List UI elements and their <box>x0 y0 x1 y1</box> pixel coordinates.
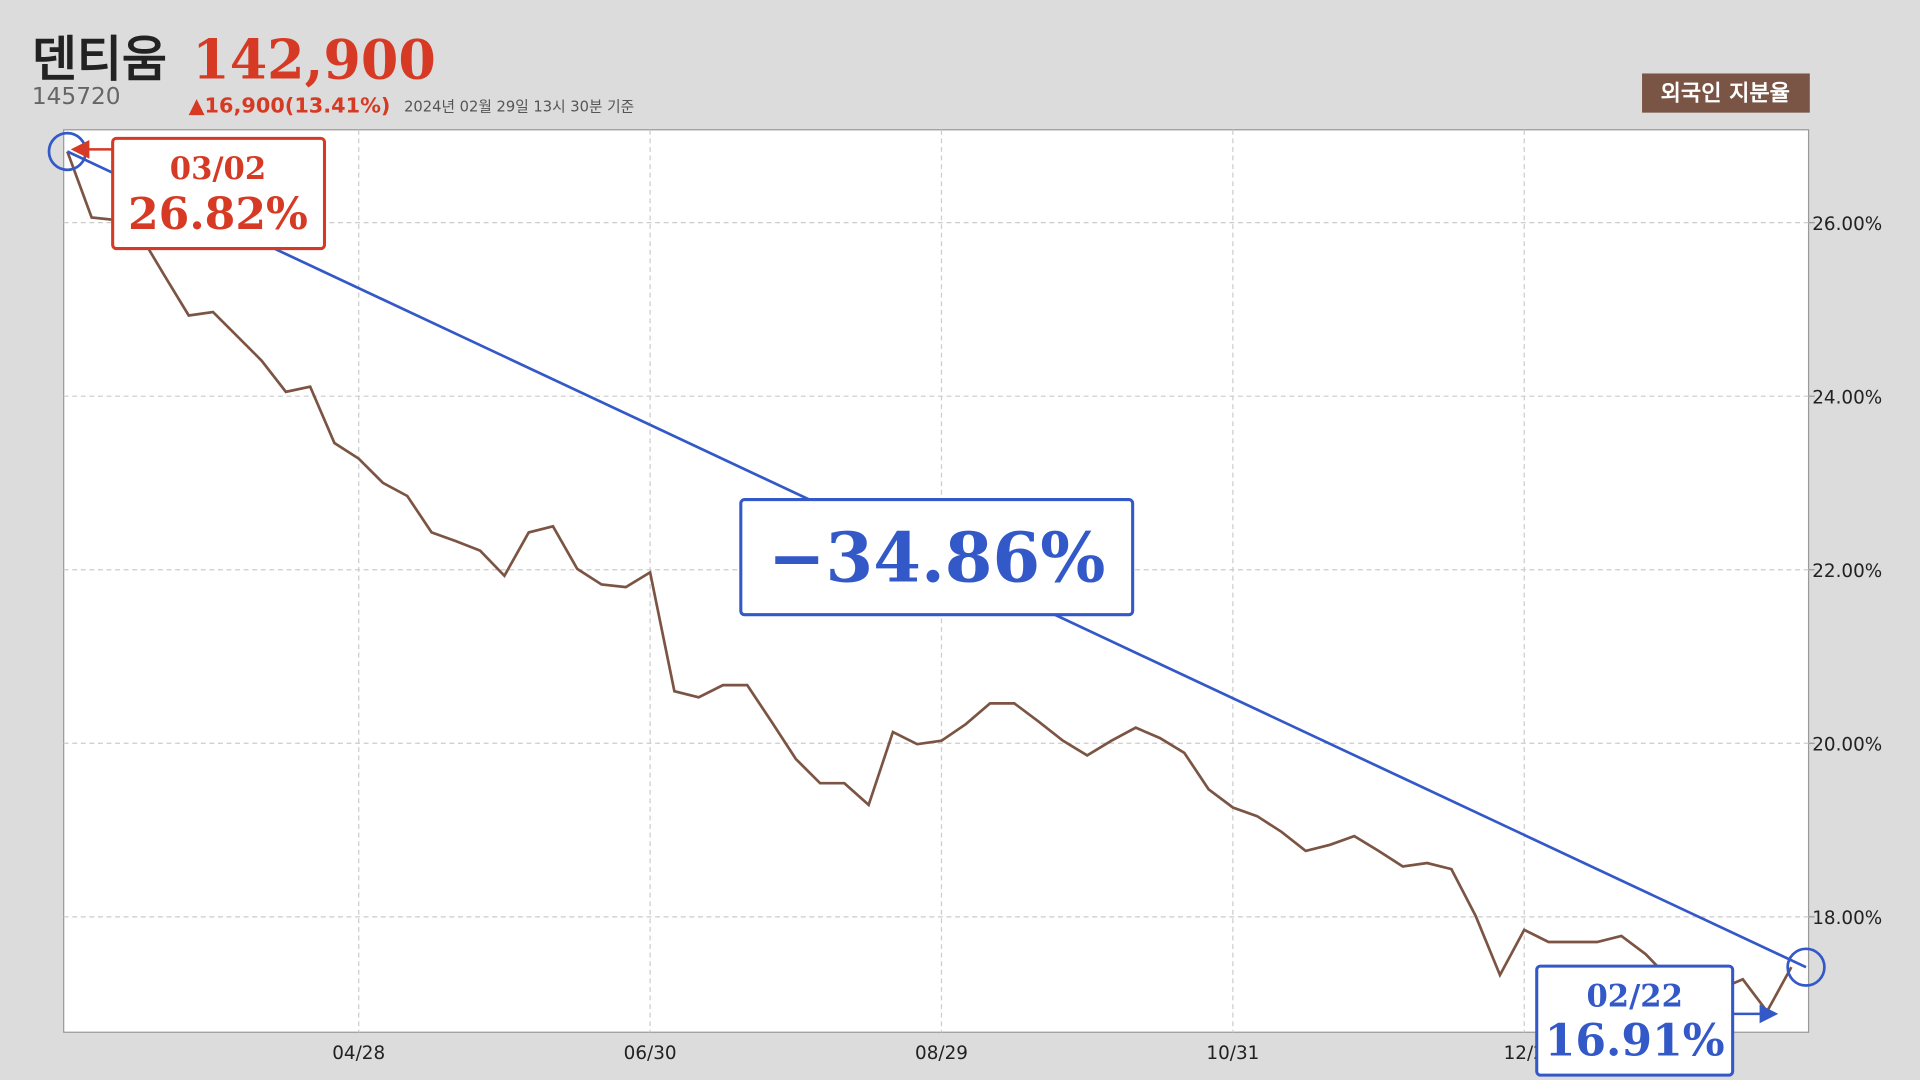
y-tick-label: 18.00% <box>1812 908 1882 929</box>
stock-name: 덴티움 <box>32 31 167 88</box>
x-tick-label: 12/2 <box>1504 1043 1545 1064</box>
change: ▲16,900(13.41%) <box>189 94 391 118</box>
stock-code: 145720 <box>32 83 121 110</box>
change-box <box>739 498 1135 617</box>
line <box>66 151 1793 1014</box>
x-tick-label: 10/31 <box>1206 1043 1259 1064</box>
price: 142,900 <box>192 27 436 91</box>
y-tick-label: 20.00% <box>1812 735 1882 756</box>
end-box <box>1535 964 1735 1077</box>
y-tick-label: 22.00% <box>1812 561 1882 582</box>
start-box <box>111 136 327 251</box>
x-tick-label: 04/28 <box>332 1043 385 1064</box>
y-tick-label: 24.00% <box>1812 388 1882 409</box>
start-arrow <box>70 140 113 159</box>
start-date: 03/02 <box>170 151 266 187</box>
badge-bg <box>1642 73 1810 113</box>
x-tick-label: 06/30 <box>624 1043 677 1064</box>
end-arrow <box>1732 1004 1779 1024</box>
y-tick-label: 26.00% <box>1812 214 1882 235</box>
badge: 외국인 지분율 <box>1661 81 1790 106</box>
end-marker <box>1786 947 1826 987</box>
start-value: 26.82% <box>128 189 308 240</box>
change-value: −34.86% <box>768 519 1105 599</box>
timestamp: 2024년 02월 29일 13시 30분 기준 <box>404 98 634 115</box>
x-tick-label: 08/29 <box>915 1043 968 1064</box>
end-date: 02/22 <box>1587 979 1683 1015</box>
end-value: 16.91% <box>1545 1016 1725 1067</box>
